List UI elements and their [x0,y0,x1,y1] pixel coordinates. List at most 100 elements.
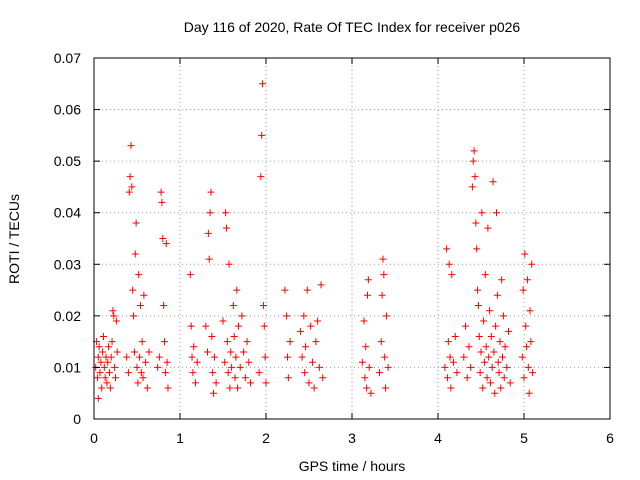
data-point [305,379,313,387]
data-point [484,224,492,232]
data-point [94,394,102,402]
x-tick-label: 6 [606,430,614,446]
data-point [494,358,502,366]
chart-title: Day 116 of 2020, Rate Of TEC Index for r… [184,19,521,35]
data-point [107,353,115,361]
data-point [499,312,507,320]
data-point [137,369,145,377]
data-point [381,353,389,361]
y-tick-label: 0.04 [54,205,81,221]
data-point [307,322,315,330]
data-point [129,286,137,294]
grid-lines [94,58,610,419]
data-point [123,353,131,361]
data-point [105,343,113,351]
data-point [319,374,327,382]
data-point [130,312,138,320]
data-point [467,363,475,371]
data-point [303,286,311,294]
data-point [495,369,503,377]
data-point [204,348,212,356]
data-point [443,245,451,253]
data-point [463,374,471,382]
data-point [261,353,269,361]
data-point [486,379,494,387]
data-point [378,291,386,299]
data-point [506,379,514,387]
data-point [523,276,531,284]
data-point [465,343,473,351]
data-point [234,322,242,330]
data-point [300,312,308,320]
data-point [224,369,232,377]
data-point [283,312,291,320]
data-point [228,363,236,371]
y-tick-label: 0.02 [54,308,81,324]
data-point [221,358,229,366]
data-point [223,338,231,346]
data-point [113,348,121,356]
data-point [474,302,482,310]
data-point [460,353,468,361]
data-point [105,369,113,377]
data-point [233,286,241,294]
data-point [284,374,292,382]
data-point [202,322,210,330]
data-point [247,379,255,387]
data-point [364,276,372,284]
data-point [302,343,310,351]
data-point [126,173,134,181]
data-point [505,327,513,335]
data-point [308,358,316,366]
data-point [475,332,483,340]
data-point [492,322,500,330]
data-point [448,271,456,279]
data-point [523,343,531,351]
data-point [363,384,371,392]
data-point [229,302,237,310]
data-point [136,353,144,361]
data-point [310,384,318,392]
y-tick-label: 0.07 [54,50,81,66]
data-point [210,353,218,361]
data-point [462,322,470,330]
data-point [500,374,508,382]
data-point [301,369,309,377]
x-tick-label: 1 [176,430,184,446]
data-point [380,271,388,279]
data-point [382,312,390,320]
data-point [100,363,108,371]
data-point [521,250,529,258]
tick-labels: 0 1 2 3 4 5 6 0 0.01 0.02 0.03 0.04 0.05 0.06 0.07 [54,50,614,446]
y-tick-label: 0.06 [54,102,81,118]
x-tick-label: 0 [90,430,98,446]
data-point [104,358,112,366]
data-point [525,389,533,397]
data-point [212,379,220,387]
data-point [362,343,370,351]
data-point [240,348,248,356]
data-point [473,245,481,253]
data-point [159,235,167,242]
data-point [161,369,169,377]
data-point [489,178,497,186]
data-point [227,348,235,356]
y-axis-label: ROTI / TECUs [6,194,22,284]
data-point [490,348,498,356]
data-point [526,307,534,315]
x-tick-label: 4 [434,430,442,446]
data-point [209,369,217,377]
data-point [519,286,527,294]
data-point [503,363,511,371]
data-point [190,343,198,351]
data-point [520,374,528,382]
data-point [97,358,105,366]
data-point [528,260,536,268]
data-point [219,317,227,325]
data-point [296,327,304,335]
data-point [259,302,267,310]
data-point [238,312,246,320]
data-point [377,338,385,346]
data-point [255,369,263,377]
data-point [243,338,251,346]
